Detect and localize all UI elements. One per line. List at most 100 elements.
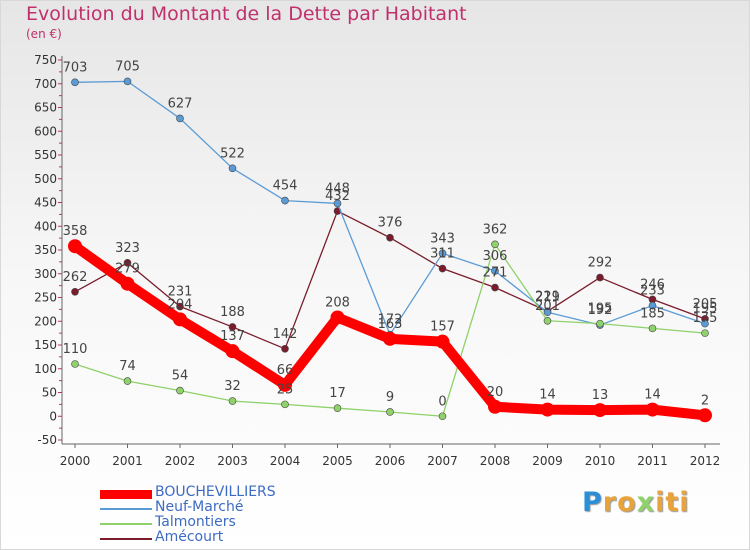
data-point [488, 399, 502, 414]
data-point [701, 329, 709, 337]
y-tick-label: 350 [34, 243, 57, 257]
data-label: 246 [640, 277, 665, 292]
data-label: 205 [693, 297, 718, 312]
data-label: 204 [168, 297, 193, 312]
data-label: 142 [273, 327, 298, 342]
data-point [176, 386, 184, 395]
data-point [123, 377, 132, 385]
y-tick-label: 750 [34, 53, 57, 67]
x-tick-label: 2006 [375, 454, 406, 468]
x-tick-label: 2000 [60, 454, 91, 468]
data-point [123, 259, 132, 267]
x-tick-label: 2005 [322, 454, 353, 468]
data-point [540, 402, 555, 417]
data-label: 376 [378, 216, 403, 231]
legend-swatch [100, 523, 152, 525]
data-point [330, 310, 345, 325]
data-label: 13 [592, 388, 609, 403]
y-tick-label: 250 [34, 291, 57, 305]
data-label: 208 [325, 295, 350, 310]
data-point [228, 397, 237, 405]
data-label: 14 [539, 388, 556, 403]
data-label: 306 [483, 249, 508, 264]
data-label: 195 [693, 302, 718, 317]
data-point [71, 360, 79, 368]
data-label: 233 [640, 284, 665, 299]
data-point [120, 276, 135, 291]
x-tick-label: 2010 [585, 454, 616, 468]
data-point [333, 404, 342, 412]
data-label: 175 [693, 311, 718, 326]
data-label: 66 [277, 363, 294, 378]
y-tick-label: 700 [34, 77, 57, 91]
data-label: 188 [220, 305, 245, 320]
legend-swatch [100, 508, 152, 510]
data-label: 9 [386, 390, 394, 405]
data-point [648, 324, 657, 333]
data-point [228, 323, 237, 331]
data-point [71, 287, 79, 296]
data-label: 25 [277, 382, 294, 397]
data-point [701, 319, 709, 328]
legend-label: BOUCHEVILLIERS [155, 484, 276, 500]
data-point [543, 316, 552, 325]
x-tick-label: 2001 [112, 454, 143, 468]
data-label: 358 [63, 224, 88, 239]
data-label: 705 [115, 59, 140, 74]
y-tick-label: 600 [34, 124, 57, 138]
data-point [123, 77, 132, 86]
x-tick-label: 2008 [480, 454, 511, 468]
data-point [438, 264, 447, 273]
y-tick-label: 400 [34, 219, 57, 233]
data-label: 192 [588, 303, 613, 318]
data-label: 14 [644, 388, 661, 403]
data-point [173, 312, 187, 327]
data-label: 17 [329, 386, 346, 401]
data-point [491, 283, 499, 292]
data-label: 221 [535, 289, 560, 304]
data-point [383, 331, 397, 346]
legend-label: Talmontiers [155, 514, 236, 530]
data-point [281, 400, 289, 409]
data-label: 448 [325, 181, 350, 196]
data-point [698, 408, 712, 423]
y-tick-label: 500 [34, 172, 57, 186]
data-label: 185 [640, 306, 665, 321]
data-label: 54 [172, 369, 189, 384]
data-label: 323 [115, 241, 140, 256]
data-label: 195 [588, 302, 613, 317]
data-point [645, 402, 660, 417]
data-point [648, 301, 657, 310]
data-label: 110 [63, 342, 88, 357]
y-tick-label: 450 [34, 196, 57, 210]
legend-swatch [100, 538, 152, 540]
legend-swatch [100, 489, 152, 499]
x-tick-label: 2012 [690, 454, 721, 468]
x-tick-label: 2007 [427, 454, 458, 468]
data-label: 231 [168, 285, 193, 300]
y-tick-label: 100 [34, 362, 57, 376]
chart-unit-label: (en €) [26, 27, 62, 41]
data-label: 201 [535, 299, 560, 314]
y-tick-label: 550 [34, 148, 57, 162]
data-label: 311 [430, 247, 455, 262]
x-tick-label: 2009 [532, 454, 563, 468]
data-label: 271 [483, 266, 508, 281]
legend-label: Amécourt [155, 529, 224, 545]
data-label: 454 [273, 179, 298, 194]
y-tick-label: 0 [49, 409, 57, 423]
data-point [386, 408, 394, 416]
y-tick-label: 650 [34, 101, 57, 115]
data-label: 74 [119, 359, 136, 374]
data-point [281, 196, 289, 205]
data-label: 137 [220, 329, 245, 344]
x-tick-label: 2002 [165, 454, 196, 468]
y-tick-label: 300 [34, 267, 57, 281]
y-tick-label: -50 [37, 433, 57, 447]
data-label: 32 [224, 379, 241, 394]
data-label: 279 [115, 262, 140, 277]
data-point [71, 78, 79, 87]
data-point [176, 302, 184, 311]
